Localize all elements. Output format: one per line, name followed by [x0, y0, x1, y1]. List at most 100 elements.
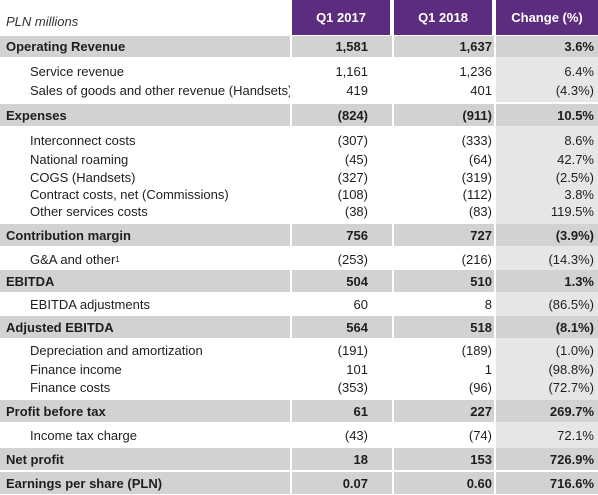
table-row: Adjusted EBITDA 564 518 (8.1%) [0, 316, 598, 338]
q1-2017-value: 101 [346, 361, 368, 377]
change-value: 8.6% [564, 132, 594, 148]
q1-2018-value: (64) [468, 151, 492, 167]
q1-2017-value: (45) [344, 151, 368, 167]
row-label: Adjusted EBITDA [6, 319, 114, 335]
table-row: Interconnect costs (307) (333) 8.6% [0, 131, 598, 149]
q1-2017-value: 60 [353, 296, 368, 312]
q1-2018-value: 518 [470, 319, 492, 335]
row-label: Expenses [6, 107, 67, 123]
q1-2017-value: (191) [337, 342, 368, 358]
q1-2017-value: 756 [346, 227, 368, 243]
q1-2018-value: (74) [468, 427, 492, 443]
q1-2017-value: (353) [337, 379, 368, 395]
change-value: (1.0%) [555, 342, 594, 358]
change-value: 3.6% [564, 39, 594, 54]
change-value: (2.5%) [555, 169, 594, 185]
q1-2018-value: (83) [468, 203, 492, 219]
row-label: G&A and other 1 [30, 249, 314, 269]
q1-2018-value: 1,637 [459, 39, 492, 54]
row-label: Operating Revenue [6, 39, 126, 54]
table-row: Expenses (824) (911) 10.5% [0, 104, 598, 126]
change-value: 72.1% [557, 427, 594, 443]
table-row: Net profit 18 153 726.9% [0, 448, 598, 470]
row-label: Income tax charge [30, 427, 137, 443]
column-header-q1-2017: Q1 2017 [292, 0, 390, 35]
q1-2017-value: 0.07 [342, 475, 368, 491]
q1-2017-value: (38) [344, 203, 368, 219]
change-column-band [494, 57, 598, 102]
table-row: Finance income 101 1 (98.8%) [0, 360, 598, 378]
row-label: Other services costs [30, 203, 148, 219]
q1-2017-value: 1,581 [335, 39, 368, 54]
column-divider [392, 0, 394, 495]
q1-2018-value: (911) [462, 107, 492, 123]
change-value: 716.6% [549, 475, 594, 491]
row-label: Finance costs [30, 379, 111, 395]
q1-2017-value: (108) [337, 186, 368, 202]
change-value: 726.9% [549, 451, 594, 467]
q1-2018-value: 8 [484, 296, 492, 312]
row-label: EBITDA adjustments [30, 296, 150, 312]
q1-2017-value: (253) [337, 251, 368, 267]
change-value: (98.8%) [548, 361, 594, 377]
table-row: Operating Revenue 1,581 1,637 3.6% [0, 36, 598, 57]
change-value: (3.9%) [555, 227, 594, 243]
q1-2017-value: (307) [337, 132, 368, 148]
unit-label: PLN millions [6, 14, 79, 29]
change-column-band [494, 246, 598, 270]
table-row: Service revenue 1,161 1,236 6.4% [0, 62, 598, 80]
change-value: 10.5% [557, 107, 594, 123]
row-label: COGS (Handsets) [30, 169, 136, 185]
q1-2017-value: 419 [346, 82, 368, 98]
row-label: Interconnect costs [30, 132, 136, 148]
change-value: (14.3%) [548, 251, 594, 267]
row-label: Sales of goods and other revenue (Handse… [30, 82, 293, 98]
column-header-change: Change (%) [496, 0, 598, 35]
table-row: Depreciation and amortization (191) (189… [0, 341, 598, 359]
row-label: Earnings per share (PLN) [6, 475, 163, 491]
table-row: National roaming (45) (64) 42.7% [0, 150, 598, 168]
q1-2017-value: (43) [344, 427, 368, 443]
change-value: 3.8% [564, 186, 594, 202]
q1-2017-value: 564 [346, 319, 368, 335]
q1-2017-value: 504 [346, 273, 368, 289]
table-row: Contribution margin 756 727 (3.9%) [0, 224, 598, 246]
q1-2018-value: (319) [461, 169, 492, 185]
change-column-band [494, 422, 598, 448]
q1-2017-value: 1,161 [335, 63, 368, 79]
table-row: Other services costs (38) (83) 119.5% [0, 202, 598, 220]
row-label-text: G&A and other [30, 251, 116, 267]
row-label: Contribution margin [6, 227, 131, 243]
q1-2018-value: 510 [470, 273, 492, 289]
footnote-marker: 1 [115, 254, 120, 264]
q1-2018-value: (216) [461, 251, 492, 267]
row-label: Depreciation and amortization [30, 342, 203, 358]
table-row: Income tax charge (43) (74) 72.1% [0, 425, 598, 445]
change-value: (4.3%) [555, 82, 594, 98]
change-value: (8.1%) [555, 319, 594, 335]
change-column-band [494, 338, 598, 400]
q1-2018-value: 727 [470, 227, 492, 243]
change-value: 119.5% [550, 203, 594, 219]
change-value: (86.5%) [548, 296, 594, 312]
table-row: Contract costs, net (Commissions) (108) … [0, 185, 598, 203]
table-row: Earnings per share (PLN) 0.07 0.60 716.6… [0, 472, 598, 494]
row-label: Profit before tax [6, 403, 106, 419]
column-divider [494, 0, 496, 495]
column-divider [290, 0, 292, 495]
change-column-band [494, 126, 598, 224]
table-row: EBITDA 504 510 1.3% [0, 270, 598, 292]
row-label: Net profit [6, 451, 64, 467]
table-row: EBITDA adjustments 60 8 (86.5%) [0, 294, 598, 314]
column-header-q1-2018: Q1 2018 [394, 0, 492, 35]
q1-2018-value: 153 [470, 451, 492, 467]
row-label: National roaming [30, 151, 129, 167]
change-value: 1.3% [564, 273, 594, 289]
q1-2017-value: (327) [337, 169, 368, 185]
q1-2018-value: 1,236 [459, 63, 492, 79]
row-label: Finance income [30, 361, 122, 377]
change-value: 6.4% [564, 63, 594, 79]
change-value: 42.7% [557, 151, 594, 167]
q1-2018-value: 0.60 [466, 475, 492, 491]
q1-2018-value: 401 [470, 82, 492, 98]
